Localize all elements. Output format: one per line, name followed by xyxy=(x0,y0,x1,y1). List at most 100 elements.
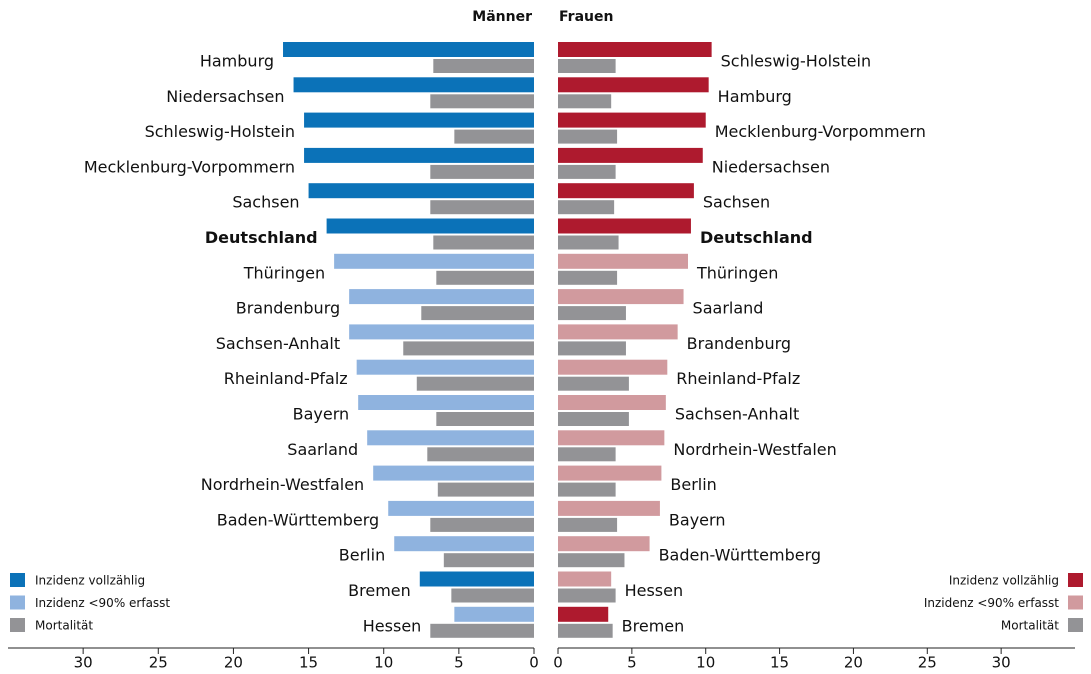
incidence-bar xyxy=(558,218,691,234)
mortality-bar xyxy=(558,447,616,462)
mortality-bar xyxy=(430,164,534,179)
incidence-bar xyxy=(558,606,609,622)
incidence-bar xyxy=(558,289,684,305)
mortality-bar xyxy=(430,94,534,109)
mortality-bar xyxy=(558,341,626,356)
incidence-bar xyxy=(419,571,534,587)
legend-label: Inzidenz vollzählig xyxy=(35,574,145,588)
category-label: Bayern xyxy=(669,510,726,529)
incidence-bar xyxy=(454,606,534,622)
incidence-bar xyxy=(304,147,534,163)
x-tick-label: 25 xyxy=(918,654,937,672)
category-label: Thüringen xyxy=(696,263,778,282)
category-label: Sachsen xyxy=(703,193,770,212)
mortality-bar xyxy=(437,482,534,497)
mortality-bar xyxy=(558,306,626,321)
category-label: Nordrhein-Westfalen xyxy=(673,440,836,459)
incidence-bar xyxy=(558,42,712,57)
x-tick-label: 0 xyxy=(553,654,563,672)
mortality-bar xyxy=(558,129,618,144)
mortality-bar xyxy=(558,59,616,73)
x-tick-label: 30 xyxy=(992,654,1011,672)
mortality-bar xyxy=(558,588,616,603)
legend-label: Inzidenz <90% erfasst xyxy=(924,596,1059,610)
incidence-bar xyxy=(304,112,534,128)
category-label: Schleswig-Holstein xyxy=(145,122,295,141)
category-label: Sachsen-Anhalt xyxy=(216,334,340,353)
x-tick-label: 25 xyxy=(149,654,168,672)
mortality-bar xyxy=(558,94,612,109)
x-tick-label: 5 xyxy=(627,654,637,672)
category-label: Baden-Württemberg xyxy=(217,510,379,529)
mortality-bar xyxy=(558,517,618,532)
mortality-bar xyxy=(558,376,629,391)
mortality-bar xyxy=(558,623,613,638)
category-label: Rheinland-Pfalz xyxy=(224,369,348,388)
incidence-bar xyxy=(367,430,534,446)
category-label: Schleswig-Holstein xyxy=(721,52,871,71)
category-label: Sachsen-Anhalt xyxy=(675,405,799,424)
category-label: Sachsen xyxy=(232,193,299,212)
mortality-bar xyxy=(558,235,619,250)
category-label: Mecklenburg-Vorpommern xyxy=(715,122,926,141)
incidence-bar xyxy=(558,430,665,446)
incidence-bar xyxy=(558,77,709,93)
incidence-bar xyxy=(558,183,694,199)
category-label: Saarland xyxy=(693,299,764,318)
legend-swatch xyxy=(10,595,25,610)
category-label: Bremen xyxy=(348,581,411,600)
mortality-bar xyxy=(558,482,616,497)
mortality-bar xyxy=(558,200,615,215)
mortality-bar xyxy=(433,235,534,250)
category-label: Nordrhein-Westfalen xyxy=(201,475,364,494)
incidence-bar xyxy=(558,465,662,481)
incidence-bar xyxy=(373,465,534,481)
legend-label: Mortalität xyxy=(35,619,93,633)
incidence-bar xyxy=(356,359,534,375)
legend-label: Mortalität xyxy=(1001,619,1059,633)
x-tick-label: 5 xyxy=(454,654,464,672)
chart-title: Frauen xyxy=(559,9,613,25)
incidence-bar xyxy=(558,359,668,375)
x-tick-label: 0 xyxy=(529,654,539,672)
x-tick-label: 15 xyxy=(299,654,318,672)
category-label: Bayern xyxy=(293,405,350,424)
mortality-bar xyxy=(436,270,534,285)
mortality-bar xyxy=(430,517,534,532)
mortality-bar xyxy=(558,412,629,426)
category-label: Mecklenburg-Vorpommern xyxy=(84,157,295,176)
incidence-bar xyxy=(293,77,534,93)
category-label: Hamburg xyxy=(718,87,792,106)
legend-swatch xyxy=(10,618,25,632)
incidence-bar xyxy=(326,218,534,234)
category-label: Niedersachsen xyxy=(166,87,284,106)
category-label: Deutschland xyxy=(700,228,813,247)
x-tick-label: 10 xyxy=(374,654,393,672)
incidence-bar xyxy=(349,324,534,340)
mortality-bar xyxy=(558,270,618,285)
incidence-bar xyxy=(283,42,534,57)
x-tick-label: 10 xyxy=(696,654,715,672)
mortality-bar xyxy=(436,412,534,426)
mortality-bar xyxy=(451,588,534,603)
legend-swatch xyxy=(1068,573,1083,587)
mortality-bar xyxy=(416,376,534,391)
incidence-bar xyxy=(558,536,650,552)
category-label: Brandenburg xyxy=(687,334,791,353)
incidence-bar xyxy=(558,147,703,163)
x-tick-label: 15 xyxy=(770,654,789,672)
incidence-bar xyxy=(308,183,534,199)
category-label: Berlin xyxy=(339,546,385,565)
legend-swatch xyxy=(1068,595,1083,610)
chart-title: Männer xyxy=(472,9,532,25)
incidence-bar xyxy=(558,500,660,516)
category-label: Niedersachsen xyxy=(712,157,830,176)
incidence-bar xyxy=(558,253,688,269)
legend-swatch xyxy=(10,573,25,587)
incidence-bar xyxy=(334,253,534,269)
incidence-bar xyxy=(388,500,534,516)
incidence-bar xyxy=(358,395,534,410)
category-label: Hessen xyxy=(625,581,684,600)
incidence-bar xyxy=(558,571,612,587)
